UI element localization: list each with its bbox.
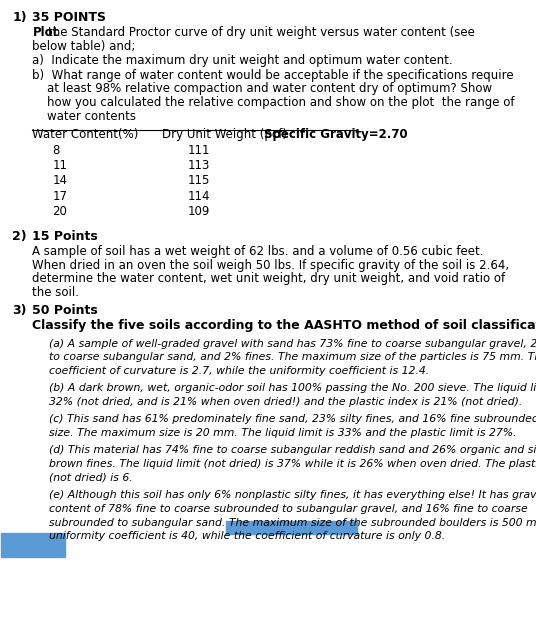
Text: b)  What range of water content would be acceptable if the specifications requir: b) What range of water content would be … (32, 68, 514, 82)
Text: Water Content(%): Water Content(%) (32, 127, 139, 141)
Text: size. The maximum size is 20 mm. The liquid limit is 33% and the plastic limit i: size. The maximum size is 20 mm. The liq… (49, 428, 517, 438)
Text: Plot: Plot (32, 26, 58, 39)
Text: subrounded to subangular sand. The maximum size of the subrounded boulders is 50: subrounded to subangular sand. The maxim… (49, 517, 536, 528)
Text: 20: 20 (53, 205, 68, 218)
Text: (b) A dark brown, wet, organic-odor soil has 100% passing the No. 200 sieve. The: (b) A dark brown, wet, organic-odor soil… (49, 383, 536, 393)
Text: 11: 11 (53, 160, 68, 172)
Text: at least 98% relative compaction and water content dry of optimum? Show: at least 98% relative compaction and wat… (47, 82, 492, 95)
Text: Dry Unit Weight (pcf): Dry Unit Weight (pcf) (162, 127, 287, 141)
Text: When dried in an oven the soil weigh 50 lbs. If specific gravity of the soil is : When dried in an oven the soil weigh 50 … (32, 259, 510, 272)
Text: water contents: water contents (47, 110, 136, 123)
Text: 109: 109 (188, 205, 210, 218)
Text: 35 POINTS: 35 POINTS (32, 11, 107, 24)
Text: 3): 3) (12, 304, 27, 317)
Text: (not dried) is 6.: (not dried) is 6. (49, 473, 132, 483)
Text: 32% (not dried, and is 21% when oven dried!) and the plastic index is 21% (not d: 32% (not dried, and is 21% when oven dri… (49, 397, 522, 407)
Text: to coarse subangular sand, and 2% fines. The maximum size of the particles is 75: to coarse subangular sand, and 2% fines.… (49, 352, 536, 362)
Text: 111: 111 (188, 144, 210, 157)
Text: 114: 114 (188, 190, 210, 203)
Text: the Standard Proctor curve of dry unit weight versus water content (see: the Standard Proctor curve of dry unit w… (48, 26, 475, 39)
Text: a)  Indicate the maximum dry unit weight and optimum water content.: a) Indicate the maximum dry unit weight … (32, 54, 453, 67)
Text: (c) This sand has 61% predominately fine sand, 23% silty fines, and 16% fine sub: (c) This sand has 61% predominately fine… (49, 414, 536, 425)
Text: 14: 14 (53, 175, 68, 187)
Text: 113: 113 (188, 160, 210, 172)
Text: brown fines. The liquid limit (not dried) is 37% while it is 26% when oven dried: brown fines. The liquid limit (not dried… (49, 459, 536, 469)
Text: uniformity coefficient is 40, while the coefficient of curvature is only 0.8.: uniformity coefficient is 40, while the … (49, 531, 445, 541)
Text: (a) A sample of well-graded gravel with sand has 73% fine to coarse subangular g: (a) A sample of well-graded gravel with … (49, 338, 536, 349)
Text: how you calculated the relative compaction and show on the plot  the range of: how you calculated the relative compacti… (47, 96, 515, 109)
Text: (e) Although this soil has only 6% nonplastic silty fines, it has everything els: (e) Although this soil has only 6% nonpl… (49, 490, 536, 500)
Text: 2): 2) (12, 230, 27, 243)
Text: below table) and;: below table) and; (32, 40, 136, 53)
Bar (226, 521, 357, 534)
Text: 8: 8 (53, 144, 60, 157)
Text: Classify the five soils according to the AASHTO method of soil classification.: Classify the five soils according to the… (32, 319, 536, 332)
Text: content of 78% fine to coarse subrounded to subangular gravel, and 16% fine to c: content of 78% fine to coarse subrounded… (49, 504, 527, 514)
Text: the soil.: the soil. (32, 286, 79, 299)
Text: 50 Points: 50 Points (32, 304, 98, 317)
Text: 15 Points: 15 Points (32, 230, 98, 243)
Text: Specific Gravity=2.70: Specific Gravity=2.70 (264, 127, 408, 141)
Text: coefficient of curvature is 2.7, while the uniformity coefficient is 12.4.: coefficient of curvature is 2.7, while t… (49, 366, 429, 376)
Text: A sample of soil has a wet weight of 62 lbs. and a volume of 0.56 cubic feet.: A sample of soil has a wet weight of 62 … (32, 245, 484, 258)
Text: 115: 115 (188, 175, 210, 187)
Text: 17: 17 (53, 190, 68, 203)
Text: determine the water content, wet unit weight, dry unit weight, and void ratio of: determine the water content, wet unit we… (32, 273, 505, 286)
Bar (2, 533, 65, 557)
Text: 1): 1) (12, 11, 27, 24)
Text: (d) This material has 74% fine to coarse subangular reddish sand and 26% organic: (d) This material has 74% fine to coarse… (49, 445, 536, 455)
